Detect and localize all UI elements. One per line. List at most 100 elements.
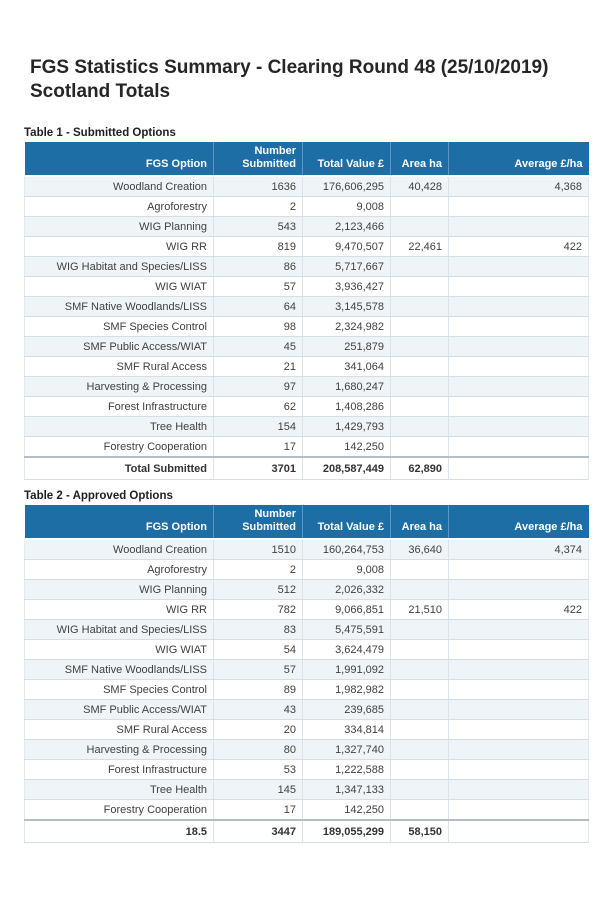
report-page: FGS Statistics Summary - Clearing Round … — [0, 56, 612, 918]
col-header-total-value: Total Value £ — [302, 505, 391, 540]
cell-average — [448, 356, 589, 377]
total-number: 3701 — [213, 456, 303, 480]
cell-value: 1,991,092 — [302, 659, 391, 680]
cell-value: 9,008 — [302, 559, 391, 580]
table-row: SMF Rural Access 21 341,064 — [24, 356, 589, 377]
cell-area — [390, 719, 449, 740]
approved-options-table: FGS Option Number Submitted Total Value … — [24, 505, 589, 843]
cell-number: 64 — [213, 296, 303, 317]
page-title: FGS Statistics Summary - Clearing Round … — [30, 56, 582, 104]
cell-area: 21,510 — [390, 599, 449, 620]
cell-average — [448, 256, 589, 277]
cell-average — [448, 559, 589, 580]
cell-average — [448, 276, 589, 297]
table-row: Forest Infrastructure 53 1,222,588 — [24, 759, 589, 780]
cell-number: 62 — [213, 396, 303, 417]
cell-area — [390, 216, 449, 237]
cell-value: 5,475,591 — [302, 619, 391, 640]
cell-option: Tree Health — [24, 416, 214, 437]
approved-options-section: Table 2 - Approved Options FGS Option Nu… — [24, 490, 589, 843]
cell-average — [448, 779, 589, 800]
cell-average — [448, 619, 589, 640]
cell-number: 20 — [213, 719, 303, 740]
col-header-number-submitted: Number Submitted — [213, 505, 303, 540]
table-row: WIG Habitat and Species/LISS 83 5,475,591 — [24, 619, 589, 640]
cell-average: 422 — [448, 599, 589, 620]
cell-option: SMF Rural Access — [24, 356, 214, 377]
cell-average — [448, 316, 589, 337]
table-row: Woodland Creation 1636 176,606,295 40,428 4,… — [24, 176, 589, 197]
cell-average: 4,374 — [448, 539, 589, 560]
cell-option: Harvesting & Processing — [24, 739, 214, 760]
cell-number: 83 — [213, 619, 303, 640]
cell-option: WIG WIAT — [24, 639, 214, 660]
cell-value: 3,145,578 — [302, 296, 391, 317]
cell-number: 2 — [213, 559, 303, 580]
cell-value: 2,026,332 — [302, 579, 391, 600]
cell-number: 154 — [213, 416, 303, 437]
cell-number: 782 — [213, 599, 303, 620]
table2-total-row: 18.5 3447 189,055,299 58,150 — [24, 819, 589, 843]
cell-option: SMF Native Woodlands/LISS — [24, 659, 214, 680]
cell-average — [448, 376, 589, 397]
table-row: WIG Habitat and Species/LISS 86 5,717,667 — [24, 256, 589, 277]
cell-average — [448, 759, 589, 780]
cell-value: 1,429,793 — [302, 416, 391, 437]
cell-area — [390, 779, 449, 800]
cell-value: 1,982,982 — [302, 679, 391, 700]
page-title-line2: Scotland Totals — [30, 81, 171, 102]
cell-number: 98 — [213, 316, 303, 337]
cell-value: 9,066,851 — [302, 599, 391, 620]
cell-area — [390, 759, 449, 780]
table-row: WIG WIAT 54 3,624,479 — [24, 639, 589, 660]
cell-option: WIG WIAT — [24, 276, 214, 297]
cell-average: 422 — [448, 236, 589, 257]
cell-value: 341,064 — [302, 356, 391, 377]
col-header-total-value: Total Value £ — [302, 142, 391, 177]
table-row: WIG RR 819 9,470,507 22,461 422 — [24, 236, 589, 257]
total-value: 208,587,449 — [302, 456, 391, 480]
total-average — [448, 819, 589, 843]
cell-number: 2 — [213, 196, 303, 217]
total-average — [448, 456, 589, 480]
cell-value: 176,606,295 — [302, 176, 391, 197]
table1-header-row: FGS Option Number Submitted Total Value … — [24, 142, 589, 177]
cell-area — [390, 336, 449, 357]
table-row: WIG Planning 512 2,026,332 — [24, 579, 589, 600]
cell-area: 36,640 — [390, 539, 449, 560]
cell-value: 142,250 — [302, 799, 391, 821]
cell-number: 145 — [213, 779, 303, 800]
cell-average — [448, 396, 589, 417]
submitted-options-section: Table 1 - Submitted Options FGS Option N… — [24, 127, 589, 480]
total-label: 18.5 — [24, 819, 214, 843]
cell-area — [390, 559, 449, 580]
table1-caption: Table 1 - Submitted Options — [24, 127, 176, 139]
cell-area: 22,461 — [390, 236, 449, 257]
cell-number: 80 — [213, 739, 303, 760]
cell-option: Tree Health — [24, 779, 214, 800]
cell-value: 142,250 — [302, 436, 391, 458]
cell-value: 1,680,247 — [302, 376, 391, 397]
table2-header-row: FGS Option Number Submitted Total Value … — [24, 505, 589, 540]
table-row: Woodland Creation 1510 160,264,753 36,640 4,… — [24, 539, 589, 560]
cell-value: 9,008 — [302, 196, 391, 217]
table1-total-row: Total Submitted 3701 208,587,449 62,890 — [24, 456, 589, 480]
cell-average — [448, 416, 589, 437]
table-row: SMF Native Woodlands/LISS 57 1,991,092 — [24, 659, 589, 680]
cell-number: 1636 — [213, 176, 303, 197]
cell-value: 3,624,479 — [302, 639, 391, 660]
cell-average — [448, 196, 589, 217]
cell-option: Forest Infrastructure — [24, 396, 214, 417]
table-row: SMF Species Control 98 2,324,982 — [24, 316, 589, 337]
table-row: Harvesting & Processing 80 1,327,740 — [24, 739, 589, 760]
cell-value: 5,717,667 — [302, 256, 391, 277]
cell-area — [390, 296, 449, 317]
cell-area — [390, 196, 449, 217]
cell-number: 17 — [213, 799, 303, 821]
cell-area — [390, 639, 449, 660]
cell-option: Agroforestry — [24, 196, 214, 217]
cell-average — [448, 679, 589, 700]
cell-option: WIG Planning — [24, 579, 214, 600]
cell-average — [448, 719, 589, 740]
cell-option: Harvesting & Processing — [24, 376, 214, 397]
